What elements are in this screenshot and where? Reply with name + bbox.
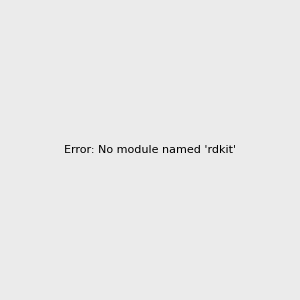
Text: Error: No module named 'rdkit': Error: No module named 'rdkit': [64, 145, 236, 155]
